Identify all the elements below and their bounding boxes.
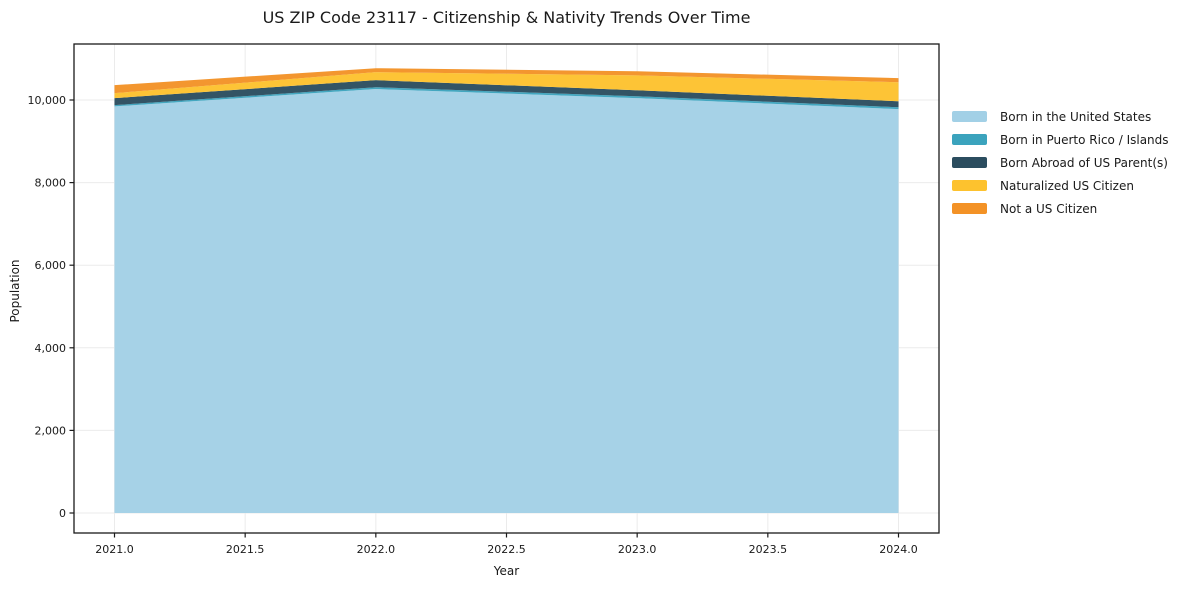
legend-label: Not a US Citizen: [1000, 201, 1098, 216]
y-axis-label: Population: [8, 259, 22, 323]
legend: Born in the United States Born in Puerto …: [952, 105, 1169, 220]
legend-item-4: Not a US Citizen: [952, 197, 1169, 220]
legend-label: Naturalized US Citizen: [1000, 178, 1134, 193]
legend-item-3: Naturalized US Citizen: [952, 174, 1169, 197]
x-tick-label: 2021.5: [226, 543, 265, 556]
y-tick-label: 8,000: [35, 177, 67, 190]
area-series-0: [114, 89, 899, 514]
area-series-4: [114, 68, 899, 94]
area-series-2: [114, 80, 899, 108]
chart-title: US ZIP Code 23117 - Citizenship & Nativi…: [262, 8, 751, 27]
y-tick-label: 10,000: [28, 94, 67, 107]
legend-label: Born in the United States: [1000, 109, 1152, 124]
x-tick-label: 2023.5: [749, 543, 788, 556]
legend-swatch-icon: [952, 157, 987, 168]
x-tick-label: 2021.0: [95, 543, 134, 556]
y-tick-label: 0: [59, 507, 66, 520]
area-series-1: [114, 87, 899, 110]
y-tick-label: 6,000: [35, 259, 67, 272]
legend-swatch-icon: [952, 111, 987, 122]
legend-label: Born Abroad of US Parent(s): [1000, 155, 1168, 170]
legend-item-1: Born in Puerto Rico / Islands: [952, 128, 1169, 151]
legend-item-2: Born Abroad of US Parent(s): [952, 151, 1169, 174]
legend-swatch-icon: [952, 134, 987, 145]
x-tick-label: 2024.0: [879, 543, 918, 556]
y-tick-label: 2,000: [35, 424, 67, 437]
x-axis-label: Year: [493, 564, 520, 578]
x-tick-label: 2022.0: [357, 543, 396, 556]
area-series-3: [114, 72, 899, 102]
x-tick-label: 2023.0: [618, 543, 657, 556]
legend-swatch-icon: [952, 180, 987, 191]
y-tick-label: 4,000: [35, 342, 67, 355]
legend-item-0: Born in the United States: [952, 105, 1169, 128]
legend-swatch-icon: [952, 203, 987, 214]
legend-label: Born in Puerto Rico / Islands: [1000, 132, 1169, 147]
x-tick-label: 2022.5: [487, 543, 526, 556]
